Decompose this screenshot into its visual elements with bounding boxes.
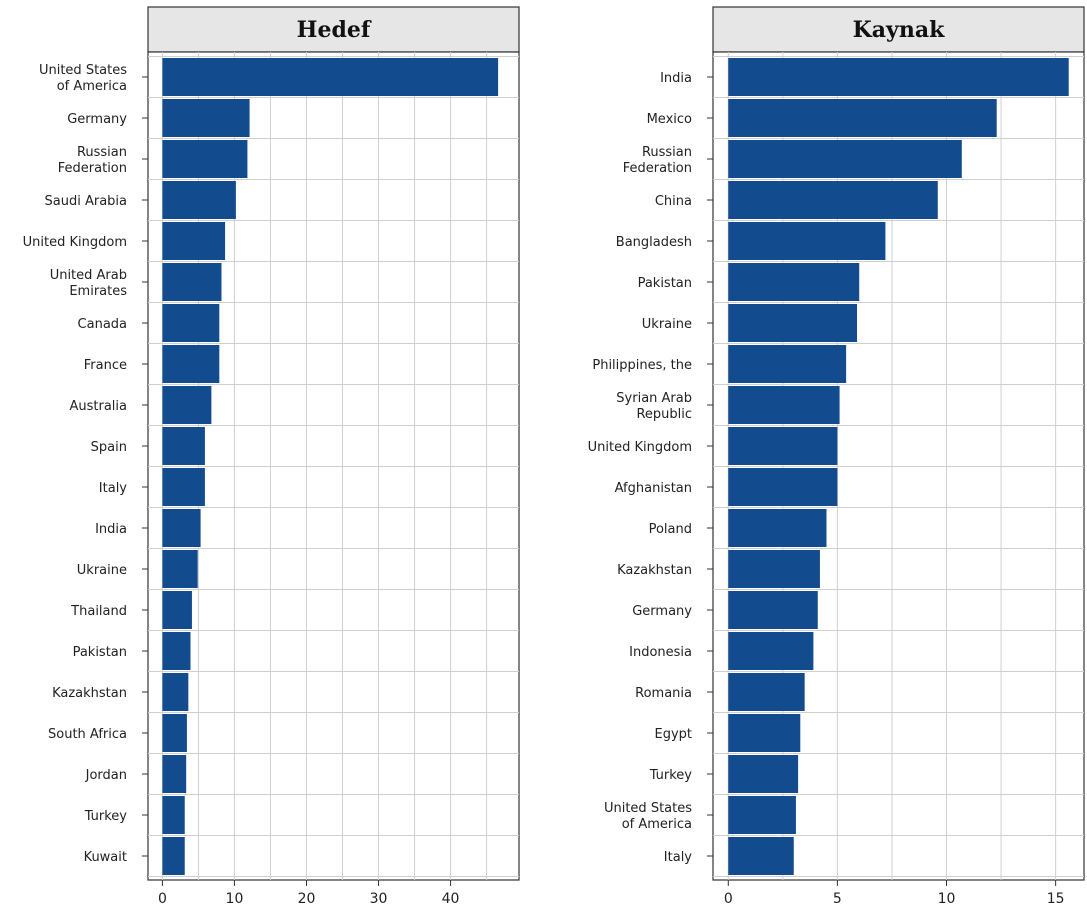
kaynak-category-label: Turkey <box>649 768 693 783</box>
kaynak-bar <box>728 345 847 383</box>
kaynak-category-label: Afghanistan <box>615 481 692 496</box>
kaynak-bar <box>728 140 962 178</box>
kaynak-category-label: Ukraine <box>642 317 692 332</box>
kaynak-category-label: Poland <box>649 522 692 537</box>
kaynak-bar <box>728 632 814 670</box>
hedef-title-box <box>147 6 520 53</box>
kaynak-bar <box>728 263 860 301</box>
kaynak-category-label: Italy <box>664 850 693 865</box>
hedef-bar <box>162 673 189 711</box>
kaynak-category-label: Mexico <box>647 112 692 127</box>
kaynak-category-label: Russian Federation <box>623 145 692 176</box>
kaynak-category-label: India <box>660 71 692 86</box>
hedef-bar <box>162 386 212 424</box>
hedef-category-label: Canada <box>78 317 127 332</box>
hedef-bar <box>162 304 220 342</box>
kaynak-bar <box>728 591 818 629</box>
kaynak-bar <box>728 509 827 547</box>
hedef-plot-area: United States of America Germany Russian Fed… <box>23 51 520 907</box>
hedef-category-label: Kuwait <box>84 850 127 865</box>
hedef-x-tick-label: 30 <box>370 891 388 907</box>
hedef-category-label: United Kingdom <box>23 235 127 250</box>
hedef-category-label: South Africa <box>48 727 127 742</box>
hedef-title: Hedef <box>297 17 372 43</box>
kaynak-title: Kaynak <box>853 17 945 43</box>
kaynak-category-label: China <box>655 194 692 209</box>
hedef-category-label: Spain <box>91 440 127 455</box>
hedef-bar <box>162 591 192 629</box>
hedef-bar <box>162 755 187 793</box>
hedef-category-label: Saudi Arabia <box>45 194 128 209</box>
hedef-bar <box>162 796 185 834</box>
hedef-category-label: Ukraine <box>77 563 127 578</box>
hedef-bar <box>162 345 220 383</box>
hedef-category-label: United States of America <box>39 63 127 94</box>
kaynak-bar <box>728 427 838 465</box>
hedef-bar <box>162 222 226 260</box>
hedef-category-label: Germany <box>67 112 127 127</box>
kaynak-category-label: Indonesia <box>629 645 692 660</box>
hedef-bar <box>162 99 250 137</box>
hedef-bar <box>162 58 499 96</box>
hedef-bar <box>162 181 236 219</box>
hedef-x-tick-label: 40 <box>442 891 460 907</box>
hedef-bar <box>162 140 248 178</box>
hedef-x-tick-label: 20 <box>298 891 316 907</box>
hedef-bar <box>162 427 205 465</box>
hedef-category-label: Pakistan <box>73 645 127 660</box>
kaynak-category-label: United States of America <box>604 801 692 832</box>
hedef-category-label: Australia <box>69 399 127 414</box>
kaynak-x-tick-label: 5 <box>833 891 842 907</box>
hedef-category-label: Turkey <box>84 809 128 824</box>
kaynak-bar <box>728 304 858 342</box>
hedef-category-label: Russian Federation <box>58 145 127 176</box>
hedef-panel: Hedef United States of America Germany Russ… <box>23 6 520 907</box>
kaynak-panel: Kaynak India Mexico Russian Federation China… <box>588 6 1085 907</box>
hedef-category-label: Italy <box>99 481 128 496</box>
kaynak-bar <box>728 222 886 260</box>
kaynak-x-tick-label: 0 <box>724 891 733 907</box>
hedef-bar <box>162 550 198 588</box>
hedef-category-label: United Arab Emirates <box>50 268 128 299</box>
hedef-x-tick-label: 10 <box>226 891 244 907</box>
hedef-bar <box>162 509 201 547</box>
kaynak-bar <box>728 755 799 793</box>
kaynak-bar <box>728 468 838 506</box>
kaynak-bar <box>728 386 840 424</box>
hedef-category-label: France <box>84 358 127 373</box>
kaynak-category-label: Philippines, the <box>592 358 692 373</box>
kaynak-x-tick-label: 10 <box>938 891 956 907</box>
kaynak-x-tick-label: 15 <box>1047 891 1065 907</box>
hedef-category-label: Kazakhstan <box>52 686 127 701</box>
hedef-bar <box>162 837 185 875</box>
hedef-bar <box>162 468 205 506</box>
kaynak-category-label: Syrian Arab Republic <box>616 391 692 422</box>
hedef-category-label: India <box>95 522 127 537</box>
kaynak-category-label: Romania <box>635 686 692 701</box>
kaynak-category-label: Germany <box>632 604 692 619</box>
kaynak-title-box <box>712 6 1085 53</box>
hedef-x-tick-label: 0 <box>158 891 167 907</box>
kaynak-category-label: Pakistan <box>638 276 692 291</box>
kaynak-bar <box>728 714 801 752</box>
hedef-bar <box>162 714 187 752</box>
hedef-bar <box>162 263 222 301</box>
kaynak-bar <box>728 796 796 834</box>
kaynak-category-label: United Kingdom <box>588 440 692 455</box>
hedef-category-label: Jordan <box>85 768 127 783</box>
kaynak-category-label: Egypt <box>654 727 692 742</box>
kaynak-category-label: Kazakhstan <box>617 563 692 578</box>
kaynak-bar <box>728 837 794 875</box>
kaynak-bar <box>728 58 1069 96</box>
kaynak-bar <box>728 550 820 588</box>
kaynak-bar <box>728 99 997 137</box>
kaynak-category-label: Bangladesh <box>616 235 692 250</box>
kaynak-bar <box>728 673 805 711</box>
hedef-bar <box>162 632 191 670</box>
kaynak-bar <box>728 181 938 219</box>
kaynak-plot-area: India Mexico Russian Federation China Banglad… <box>588 51 1085 907</box>
hedef-category-label: Thailand <box>70 604 127 619</box>
